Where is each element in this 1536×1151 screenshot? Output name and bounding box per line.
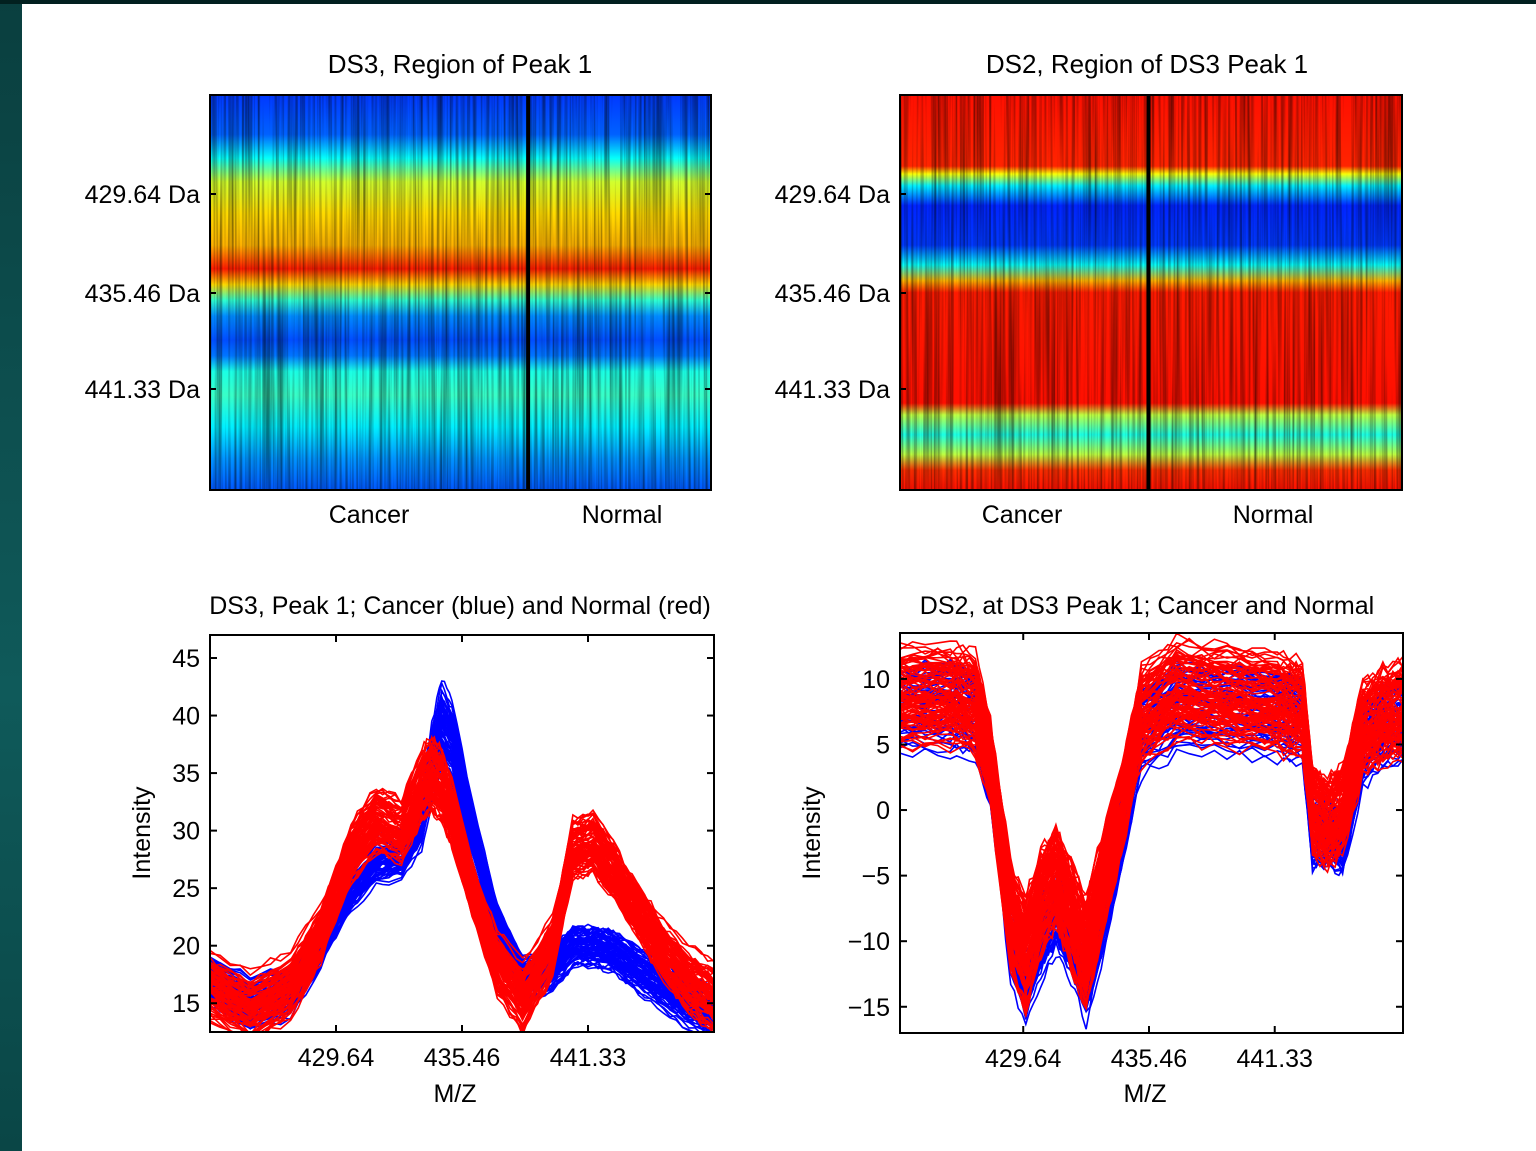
chart4-xlabel: M/Z [1123,1080,1166,1108]
chart4-ylabel: Intensity [798,786,826,880]
normal-series-line [210,740,714,994]
normal-series-line [210,809,714,1025]
slide-top-bar [0,0,1536,4]
heatmap1-streaks [210,95,711,490]
cancer-series-line [210,703,714,1031]
normal-series-line [900,715,1403,1013]
heatmap1-ytick-label: 429.64 Da [85,181,200,209]
heatmap1-xlabel-cancer: Cancer [329,501,410,529]
chart-lines-ds2: DS2, at DS3 Peak 1; Cancer and Normal −1… [798,592,1404,1108]
chart-lines-ds3: DS3, Peak 1; Cancer (blue) and Normal (r… [128,592,715,1108]
normal-series-line [900,653,1403,942]
chart3-ylabel: Intensity [128,786,156,880]
normal-series-line [900,671,1403,970]
chart4-ticks: −15 −10 −5 0 5 10 429.64 435.46 441.33 [848,633,1403,1073]
heatmap1-ytick-label: 435.46 Da [85,280,200,308]
slide-sidebar-bar [0,0,22,1151]
ytick-label: 25 [172,875,200,903]
ytick-label: 20 [172,933,200,961]
heatmap2-ytick-label: 429.64 Da [775,181,890,209]
normal-series-line [210,796,714,1002]
ytick-label: 10 [862,666,890,694]
xtick-label: 441.33 [550,1044,626,1072]
chart3-series-group [210,680,714,1032]
heatmap2-streaks [900,95,1402,490]
ytick-label: 5 [876,731,890,759]
heatmap1-ytick-label: 441.33 Da [85,376,200,404]
normal-series-line [900,657,1403,906]
normal-series-line [900,711,1403,991]
chart1-title: DS3, Region of Peak 1 [328,49,593,79]
chart-heatmap-ds2: DS2, Region of DS3 Peak 1 429.64 Da 435.… [775,49,1403,529]
ytick-label: 15 [172,990,200,1018]
ytick-label: −10 [848,928,890,956]
chart2-title: DS2, Region of DS3 Peak 1 [986,49,1308,79]
normal-series-line [900,725,1403,1010]
chart4-title: DS2, at DS3 Peak 1; Cancer and Normal [920,592,1374,620]
xtick-label: 429.64 [985,1045,1062,1073]
ytick-label: 45 [172,645,200,673]
xtick-label: 429.64 [298,1044,375,1072]
heatmap1-xlabel-normal: Normal [582,501,663,529]
ytick-label: 30 [172,818,200,846]
heatmap2-ytick-label: 441.33 Da [775,376,890,404]
heatmap2-xlabel-cancer: Cancer [982,501,1063,529]
ytick-label: 40 [172,703,200,731]
ytick-label: 0 [876,797,890,825]
heatmap2-ytick-label: 435.46 Da [775,280,890,308]
xtick-label: 435.46 [424,1044,500,1072]
chart4-series-group [900,633,1403,1030]
ytick-label: 35 [172,760,200,788]
xtick-label: 441.33 [1237,1045,1313,1073]
normal-series-line [210,749,714,1007]
xtick-label: 435.46 [1111,1045,1187,1073]
chart-heatmap-ds3: DS3, Region of Peak 1 429.64 Da 435.46 D… [85,49,712,529]
ytick-label: −15 [848,994,890,1022]
chart3-xlabel: M/Z [433,1080,476,1108]
heatmap2-xlabel-normal: Normal [1233,501,1314,529]
normal-series-line [210,777,714,1014]
normal-series-line [900,704,1403,967]
chart4-frame [899,632,1404,1034]
normal-series-line [900,735,1403,988]
ytick-label: −5 [861,863,890,891]
chart3-ticks: 15 20 25 30 35 40 45 429.64 435.46 441.33 [172,635,714,1072]
chart3-title: DS3, Peak 1; Cancer (blue) and Normal (r… [209,592,711,620]
